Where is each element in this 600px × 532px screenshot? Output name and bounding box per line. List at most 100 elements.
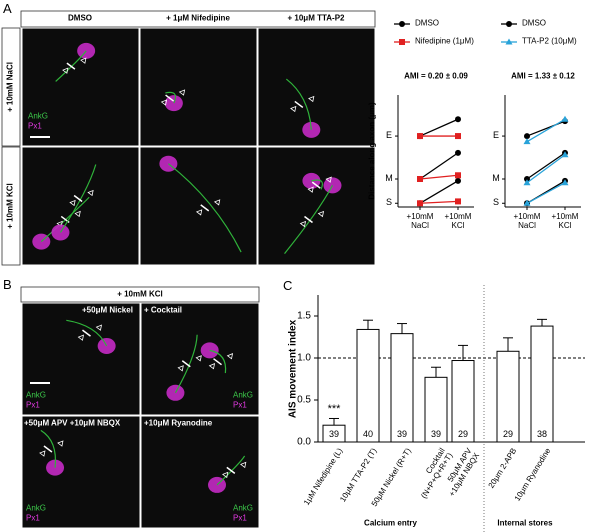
stain-label: Px1	[233, 400, 247, 410]
arrowhead	[74, 210, 81, 218]
ais-start	[213, 358, 222, 366]
y-tick-label: S	[385, 197, 393, 208]
y-tick-label: 1.0	[297, 352, 311, 364]
series-line	[526, 182, 566, 204]
n-label: 29	[502, 429, 514, 440]
arrowhead	[208, 363, 216, 370]
ais-start	[181, 360, 191, 368]
stain-label: AnkG	[233, 503, 254, 513]
ais-start	[226, 466, 236, 475]
n-label: 40	[362, 429, 374, 440]
arrowhead	[213, 199, 221, 206]
arrowhead	[290, 105, 297, 113]
series-line	[526, 152, 566, 180]
arrowhead	[177, 365, 184, 372]
n-label: 29	[457, 429, 469, 440]
arrowhead	[178, 89, 186, 96]
y-tick-label: M	[385, 173, 393, 184]
series-line	[526, 154, 566, 184]
point	[455, 149, 461, 156]
micrograph	[21, 302, 141, 416]
y-tick-label: 0.5	[297, 394, 311, 406]
axon	[55, 50, 87, 82]
y-tick-label: S	[492, 197, 500, 208]
arrowhead	[80, 57, 87, 64]
point	[523, 138, 531, 145]
x-tick-label: +10mM KCl	[551, 212, 579, 230]
condition-label: + Cocktail	[144, 305, 183, 315]
ais-start	[43, 445, 53, 453]
micrograph	[257, 146, 376, 266]
legend-label: DMSO	[415, 18, 439, 28]
point	[561, 115, 569, 122]
bar	[390, 333, 414, 443]
stain-label: Px1	[26, 400, 40, 410]
header-strip	[20, 10, 376, 28]
point	[455, 116, 461, 123]
header-label: + 10mM KCl	[117, 289, 163, 299]
ais-start	[165, 94, 175, 102]
bar	[356, 328, 380, 443]
arrowhead	[69, 199, 76, 207]
legend-label: DMSO	[522, 18, 546, 28]
ais-start	[294, 100, 304, 109]
stain-label: AnkG	[28, 111, 49, 121]
legend-label: TTA-P2 (10μM)	[522, 36, 577, 46]
series-line	[419, 174, 459, 180]
arrowhead	[95, 324, 103, 331]
ais-start	[73, 194, 83, 203]
series-line	[419, 200, 459, 204]
stain-label: AnkG	[233, 390, 254, 400]
row-label: + 10mM KCl	[5, 183, 15, 229]
series-line	[419, 118, 459, 137]
axon	[165, 91, 177, 104]
arrowhead	[239, 461, 247, 469]
axon	[216, 455, 246, 486]
condition-label: +50μM Nickel	[82, 305, 133, 315]
point	[417, 176, 423, 182]
axon	[168, 163, 242, 253]
chart-title: AMI = 0.20 ± 0.09	[404, 71, 468, 81]
axon	[209, 349, 227, 374]
arrowhead	[57, 440, 64, 447]
axon	[284, 185, 334, 254]
chart-title: AMI = 1.33 ± 0.12	[511, 71, 575, 81]
legend-marker	[505, 38, 513, 45]
panel-letter: C	[283, 277, 293, 293]
group-label: Calcium entry	[364, 518, 417, 528]
arrowhead	[308, 95, 315, 103]
y-tick-label: 0.0	[297, 436, 311, 448]
row-strip	[1, 27, 21, 147]
row-strip	[1, 146, 21, 266]
stain-label: Px1	[233, 513, 247, 523]
n-label: 39	[396, 429, 408, 440]
n-label: 38	[536, 429, 548, 440]
annotation: ***	[327, 403, 341, 416]
panel-letter: A	[3, 0, 12, 16]
row-label: + 10mM NaCl	[5, 61, 15, 113]
point	[455, 133, 461, 140]
x-tick-label: +10mM NaCl	[513, 212, 541, 230]
point	[561, 151, 569, 158]
arrowhead	[221, 471, 229, 479]
point	[524, 176, 530, 182]
arrowhead	[299, 220, 307, 228]
arrowhead	[160, 99, 168, 106]
arrowhead	[39, 450, 46, 457]
arrowhead	[325, 176, 332, 183]
n-label: 39	[430, 429, 442, 440]
ais-start	[82, 329, 91, 337]
arrowhead	[317, 210, 325, 218]
arrowhead	[62, 67, 69, 74]
point	[417, 133, 423, 140]
stain-label: AnkG	[26, 390, 47, 400]
condition-label: +10μM Ryanodine	[144, 418, 213, 428]
point	[417, 200, 423, 207]
column-label: + 10μM TTA-P2	[287, 13, 345, 23]
point	[455, 172, 461, 179]
series-line	[419, 180, 459, 204]
column-label: DMSO	[68, 13, 92, 23]
header-strip	[20, 286, 260, 303]
ais-start	[304, 215, 313, 224]
arrowhead	[226, 353, 234, 360]
